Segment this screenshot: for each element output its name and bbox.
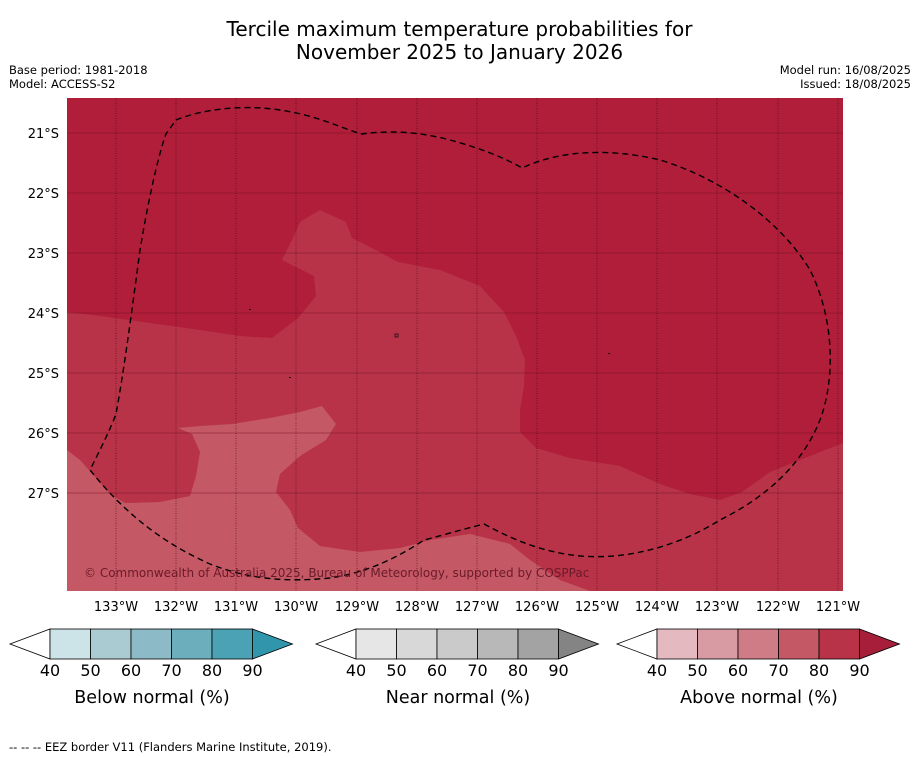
colorbar-tick-label: 60: [427, 661, 447, 680]
title-line-2: November 2025 to January 2026: [295, 40, 624, 64]
colorbar-tick-label: 40: [647, 661, 667, 680]
colorbar-tick-label: 90: [242, 661, 262, 680]
colorbar-tick-label: 60: [121, 661, 141, 680]
colorbar-over-triangle: [859, 628, 901, 660]
colorbar-near-normal: 40 50 60 70 80 90: [314, 628, 600, 680]
colorbar-tick-label: 70: [768, 661, 788, 680]
lon-label: 131°W: [214, 600, 258, 615]
lat-label: 22°S: [28, 187, 59, 202]
colorbar-tick-label: 70: [467, 661, 487, 680]
colorbar-tick-label: 50: [386, 661, 406, 680]
colorbar-over-triangle: [252, 628, 294, 660]
colorbar-tick-label: 70: [161, 661, 181, 680]
graticule: [67, 132, 843, 494]
island-marker: [249, 309, 251, 310]
colorbar-segment: [49, 628, 91, 660]
zone-80-90-pocket: [67, 406, 590, 591]
colorbar-segment: [477, 628, 519, 660]
lat-label: 23°S: [28, 247, 59, 262]
model-run: Model run: 16/08/2025: [779, 63, 911, 77]
issued-date: Issued: 18/08/2025: [800, 77, 911, 91]
probability-map: © Commonwealth of Australia 2025, Bureau…: [67, 98, 843, 591]
title-line-1: Tercile maximum temperature probabilitie…: [226, 17, 693, 41]
copyright-text: © Commonwealth of Australia 2025, Bureau…: [84, 566, 589, 580]
colorbar-segment: [130, 628, 172, 660]
chart-title: Tercile maximum temperature probabilitie…: [0, 18, 919, 64]
colorbar-segment: [656, 628, 698, 660]
colorbar-under-triangle: [8, 628, 51, 660]
footnote: -- -- -- EEZ border V11 (Flanders Marine…: [9, 740, 332, 754]
colorbar-under-triangle: [314, 628, 357, 660]
lat-label: 26°S: [28, 427, 59, 442]
colorbar-tick-label: 40: [346, 661, 366, 680]
colorbar-segment: [171, 628, 213, 660]
colorbar-segment: [396, 628, 438, 660]
colorbar-title-below: Below normal (%): [74, 688, 229, 708]
colorbar-tick-label: 50: [80, 661, 100, 680]
colorbar-segment: [436, 628, 478, 660]
eez-border: [89, 106, 831, 581]
lon-label: 128°W: [395, 600, 439, 615]
model-name: Model: ACCESS-S2: [9, 77, 116, 91]
lon-labels: 133°W 132°W 131°W 130°W 129°W 128°W 127°…: [94, 600, 860, 615]
colorbar-below-normal: 40 50 60 70 80 90: [8, 628, 294, 680]
lon-label: 123°W: [695, 600, 739, 615]
colorbar-tick-label: 80: [809, 661, 829, 680]
colorbar-segment: [90, 628, 132, 660]
lon-label: 132°W: [154, 600, 198, 615]
colorbar-tick-label: 80: [508, 661, 528, 680]
lon-label: 127°W: [455, 600, 499, 615]
graticule-meridians: [115, 98, 839, 591]
colorbar-segment: [355, 628, 397, 660]
lon-label: 125°W: [575, 600, 619, 615]
base-period: Base period: 1981-2018: [9, 63, 148, 77]
colorbar-segment: [778, 628, 820, 660]
lat-label: 24°S: [28, 307, 59, 322]
colorbar-under-triangle: [615, 628, 658, 660]
colorbar-segment: [818, 628, 860, 660]
colorbar-over-triangle: [558, 628, 600, 660]
lon-label: 130°W: [274, 600, 318, 615]
colorbar-segment: [697, 628, 739, 660]
colorbar-tick-label: 90: [548, 661, 568, 680]
lat-label: 21°S: [28, 127, 59, 142]
lon-label: 121°W: [816, 600, 860, 615]
colorbar-title-above: Above normal (%): [680, 688, 838, 708]
lon-label: 126°W: [515, 600, 559, 615]
lon-label: 133°W: [94, 600, 138, 615]
colorbar-tick-label: 90: [849, 661, 869, 680]
zone-70-80-bottom: [67, 550, 560, 591]
island-marker: [394, 333, 399, 338]
lon-label: 124°W: [635, 600, 679, 615]
lat-labels: 21°S 22°S 23°S 24°S 25°S 26°S 27°S: [28, 127, 59, 502]
colorbar-segment: [211, 628, 253, 660]
colorbar-tick-label: 50: [687, 661, 707, 680]
island-marker: [608, 353, 610, 354]
colorbar-above-normal: 40 50 60 70 80 90: [615, 628, 901, 680]
colorbar-tick-label: 80: [202, 661, 222, 680]
meta-right: Model run: 16/08/2025 Issued: 18/08/2025: [780, 63, 911, 91]
colorbar-title-near: Near normal (%): [386, 688, 531, 708]
lon-label: 129°W: [335, 600, 379, 615]
lat-label: 27°S: [28, 487, 59, 502]
island-marker: [289, 377, 291, 378]
meta-left: Base period: 1981-2018 Model: ACCESS-S2: [9, 63, 148, 91]
colorbar-tick-label: 60: [728, 661, 748, 680]
colorbar-segment: [517, 628, 559, 660]
lon-label: 122°W: [756, 600, 800, 615]
colorbar-segment: [737, 628, 779, 660]
colorbar-tick-label: 40: [40, 661, 60, 680]
lat-label: 25°S: [28, 367, 59, 382]
